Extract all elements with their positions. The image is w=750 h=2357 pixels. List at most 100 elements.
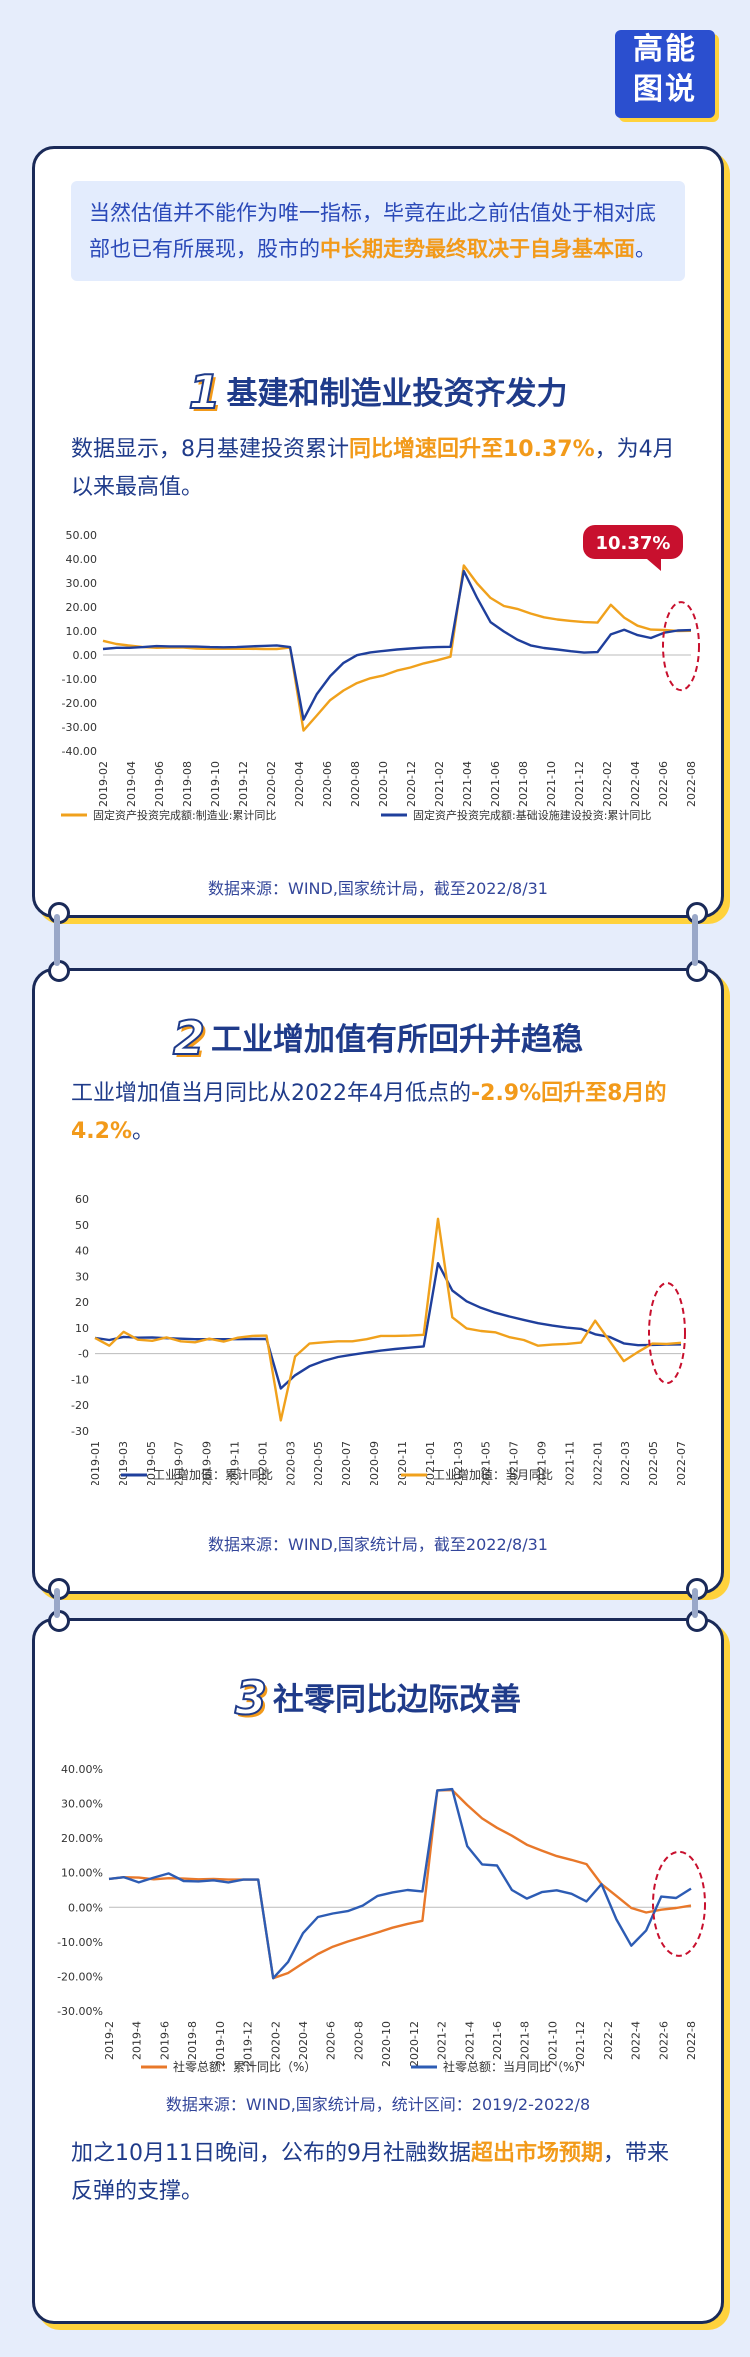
x-tick-label: 2019-05 [145, 1441, 158, 1485]
x-tick-label: 2021-10 [545, 761, 558, 807]
x-tick-label: 2021-6 [491, 2021, 504, 2060]
intro-text-end: 。 [635, 237, 656, 261]
x-tick-label: 2020-06 [321, 761, 334, 807]
legend-label-1: 固定资产投资完成额:制造业:累计同比 [93, 808, 276, 822]
x-tick-label: 2019-4 [131, 2021, 144, 2060]
section-2-source: 数据来源：WIND,国家统计局，截至2022/8/31 [208, 1535, 548, 1554]
section-1-text-end: ，为4月以来最高值。 [71, 437, 675, 500]
x-tick-label: 2019-01 [89, 1441, 102, 1485]
card-infrastructure: 当然估值并不能作为唯一指标，毕竟在此之前估值处于相对底部也已有所展现，股市的中长… [32, 146, 724, 918]
chart-retail: 40.00% 30.00% 20.00% 10.00% 0.00% -10.00% -20.… [57, 1763, 706, 2074]
y-tick-label: -10 [71, 1373, 89, 1386]
section-3-paragraph: 加之10月11日晚间，公布的9月社融数据超出市场预期，带来反弹的支撑。 [71, 2135, 691, 2211]
x-tick-label: 2020-10 [377, 761, 390, 807]
binder-bar [54, 914, 60, 966]
y-tick-label: 50.00 [66, 529, 98, 542]
x-tick-label: 2019-12 [237, 761, 250, 807]
annotation-bubble [583, 525, 683, 559]
x-tick-label: 2019-02 [97, 761, 110, 807]
legend-label-2: 工业增加值：当月同比 [433, 1467, 553, 1482]
x-tick-label: 2021-07 [508, 1441, 521, 1485]
y-tick-label: -20 [71, 1399, 89, 1412]
section-1-title: 1 基建和制造业投资齐发力 [35, 364, 721, 420]
x-tick-label: 2022-02 [601, 761, 614, 807]
section-2-title-text: 工业增加值有所回升并趋稳 [211, 1022, 583, 1058]
series-line-2 [108, 1787, 692, 1980]
x-tick-label: 2021-09 [535, 1441, 548, 1485]
y-tick-label: -40.00 [62, 745, 97, 758]
x-tick-label: 2019-11 [229, 1441, 242, 1485]
y-tick-label: 10.00% [61, 1867, 103, 1880]
intro-highlight: 中长期走势最终取决于自身基本面 [320, 237, 635, 261]
x-tick-label: 2021-01 [424, 1441, 437, 1485]
y-tick-label: 0.00 [73, 649, 98, 662]
x-tick-label: 2020-07 [340, 1441, 353, 1485]
binder-bar [692, 914, 698, 966]
x-tick-label: 2020-8 [352, 2021, 365, 2060]
y-tick-label: 40.00 [66, 553, 98, 566]
y-tick-label: -20.00 [62, 697, 97, 710]
y-tick-label: -30.00% [57, 2005, 103, 2018]
x-tick-label: 2021-2 [436, 2021, 449, 2060]
section-1-text: 数据显示，8月基建投资累计 [71, 437, 349, 462]
intro-notice: 当然估值并不能作为唯一指标，毕竟在此之前估值处于相对底部也已有所展现，股市的中长… [71, 181, 685, 281]
y-tick-label: 20.00 [66, 601, 98, 614]
x-tick-label: 2022-01 [591, 1441, 604, 1485]
y-tick-label: 30.00% [61, 1798, 103, 1811]
section-3-source: 数据来源：WIND,国家统计局，统计区间：2019/2-2022/8 [165, 2095, 591, 2114]
legend-label-1: 社零总额：累计同比（%） [173, 2059, 316, 2074]
legend-label-2: 社零总额：当月同比（%） [443, 2059, 586, 2074]
y-tick-label: 60 [75, 1193, 89, 1206]
x-tick-label: 2019-03 [117, 1441, 130, 1485]
x-tick-label: 2022-4 [630, 2021, 643, 2060]
section-3-text: 加之10月11日晚间，公布的9月社融数据 [71, 2141, 471, 2166]
x-tick-label: 2019-04 [125, 761, 138, 807]
x-tick-label: 2022-04 [629, 761, 642, 807]
section-1-title-text: 基建和制造业投资齐发力 [226, 376, 568, 412]
section-2-paragraph: 工业增加值当月同比从2022年4月低点的-2.9%回升至8月的4.2%。 [71, 1075, 691, 1151]
section-3-text-end: ，带来反弹的支撑。 [71, 2141, 670, 2204]
x-tick-label: 2020-11 [396, 1441, 409, 1485]
section-1-highlight: 同比增速回升至10.37% [349, 437, 595, 462]
binder-bar [692, 1588, 698, 1618]
annotation-pointer [647, 559, 661, 571]
x-tick-label: 2021-03 [452, 1441, 465, 1485]
logo-line-1: 高能 [633, 32, 697, 67]
y-tick-label: 40.00% [61, 1763, 103, 1776]
card-industrial: 2 工业增加值有所回升并趋稳 工业增加值当月同比从2022年4月低点的-2.9%回… [32, 968, 724, 1594]
x-tick-label: 2019-8 [186, 2021, 199, 2060]
annotation-label: 10.37% [596, 533, 671, 554]
section-3-title: 3 社零同比边际改善 [35, 1670, 721, 1726]
y-tick-label: -10.00 [62, 673, 97, 686]
x-tick-label: 2021-08 [517, 761, 530, 807]
x-tick-label: 2022-07 [675, 1441, 688, 1485]
y-tick-label: 10 [75, 1322, 89, 1335]
y-tick-label: -0 [78, 1348, 89, 1361]
y-tick-label: -30.00 [62, 721, 97, 734]
section-2-title: 2 工业增加值有所回升并趋稳 [35, 1010, 721, 1066]
x-tick-label: 2020-04 [293, 761, 306, 807]
section-1-number: 1 [187, 364, 221, 420]
logo-line-2: 图说 [633, 72, 697, 107]
x-tick-label: 2020-05 [312, 1441, 325, 1485]
y-tick-label: 30.00 [66, 577, 98, 590]
section-1-paragraph: 数据显示，8月基建投资累计同比增速回升至10.37%，为4月以来最高值。 [71, 431, 691, 507]
x-tick-label: 2020-01 [256, 1441, 269, 1485]
series-line-1 [94, 1261, 682, 1390]
y-tick-label: 20.00% [61, 1832, 103, 1845]
series-line-1 [102, 564, 692, 732]
x-tick-label: 2021-04 [461, 761, 474, 807]
x-tick-label: 2019-08 [181, 761, 194, 807]
x-tick-label: 2021-05 [480, 1441, 493, 1485]
y-tick-label: -10.00% [57, 1936, 103, 1949]
chart-investment: 50.00 40.00 30.00 20.00 10.00 0.00 -10.00 -20.0… [61, 525, 700, 822]
series-line-2 [102, 569, 692, 721]
x-tick-label: 2022-8 [685, 2021, 698, 2060]
section-2-text-end: 。 [132, 1119, 155, 1144]
x-tick-label: 2020-03 [284, 1441, 297, 1485]
x-tick-label: 2021-06 [489, 761, 502, 807]
intro-text: 当然估值并不能作为唯一指标，毕竟在此之前估值处于相对底部也已有所展现，股市的 [89, 201, 656, 261]
x-tick-label: 2019-10 [209, 761, 222, 807]
x-tick-label: 2021-4 [463, 2021, 476, 2060]
x-tick-label: 2019-10 [214, 2021, 227, 2067]
